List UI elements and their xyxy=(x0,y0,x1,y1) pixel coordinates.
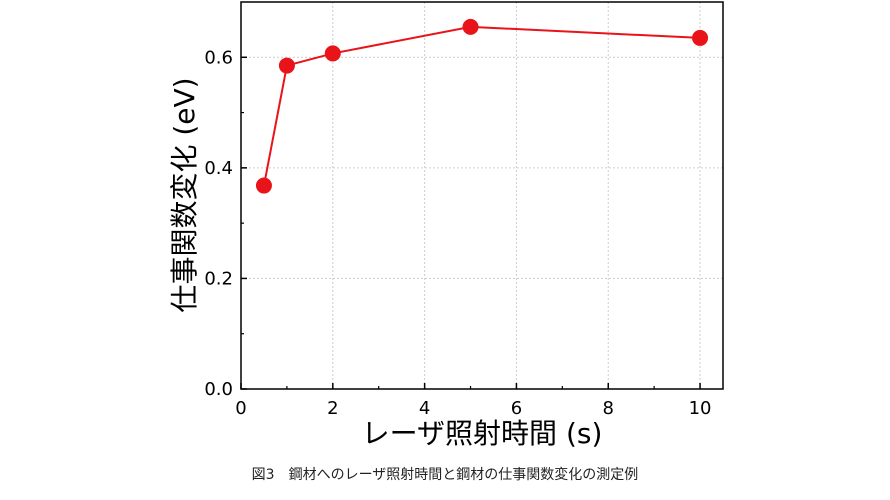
ticks-layer: 0 2 4 6 8 10 0.0 0.2 0.4 0.6 xyxy=(204,47,711,419)
x-tick-label: 4 xyxy=(419,398,430,419)
x-tick-label: 6 xyxy=(511,398,522,419)
data-point xyxy=(324,45,341,62)
x-tick-label: 8 xyxy=(603,398,614,419)
x-tick-label: 2 xyxy=(327,398,338,419)
x-tick-label: 0 xyxy=(235,398,246,419)
axes-layer xyxy=(240,1,724,390)
y-axis-title: 仕事関数変化 (eV) xyxy=(168,77,201,312)
series-layer xyxy=(255,18,709,194)
plot-frame xyxy=(240,1,724,390)
y-tick-label: 0.6 xyxy=(204,47,233,68)
grid-layer xyxy=(241,2,723,389)
x-tick-label: 10 xyxy=(689,398,712,419)
data-point xyxy=(462,18,479,35)
line-chart: 0 2 4 6 8 10 0.0 0.2 0.4 0.6 レーザ照射時間 (s) 仕事関数変化 (… xyxy=(168,1,724,450)
figure-caption: 図3 鋼材へのレーザ照射時間と鋼材の仕事関数変化の測定例 xyxy=(251,467,639,483)
y-tick-label: 0.4 xyxy=(204,158,233,179)
y-tick-label: 0.0 xyxy=(204,379,233,400)
y-tick-label: 0.2 xyxy=(204,268,233,289)
data-point xyxy=(278,57,295,74)
data-point xyxy=(255,177,272,194)
data-point xyxy=(692,29,709,46)
x-axis-title: レーザ照射時間 (s) xyxy=(362,417,603,450)
